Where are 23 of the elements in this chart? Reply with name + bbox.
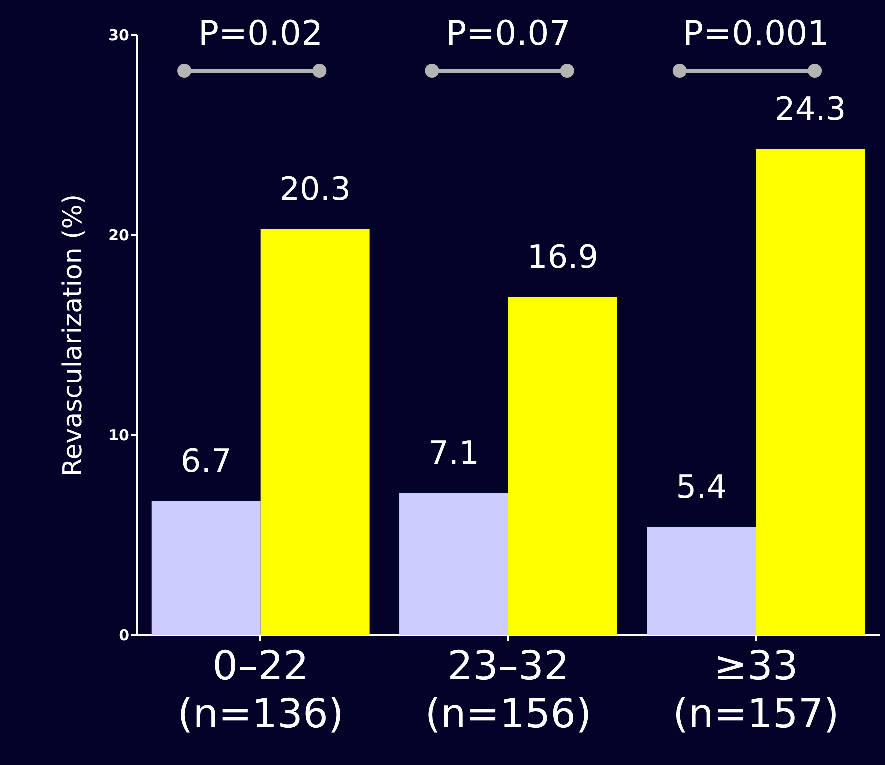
bar — [400, 493, 508, 635]
data-label: 6.7 — [180, 442, 232, 480]
bar — [756, 149, 866, 635]
data-label: 24.3 — [775, 90, 846, 128]
y-tick-label: 0 — [119, 626, 130, 644]
y-tick-label: 10 — [108, 426, 130, 444]
annotation: P=0.001 — [683, 14, 830, 54]
x-tick-label: ≥33 (n=157) — [672, 644, 840, 738]
bar — [260, 229, 370, 635]
x-tick-label: 0–22 (n=136) — [178, 644, 344, 738]
annotation: P=0.02 — [198, 14, 324, 54]
data-label: 20.3 — [280, 170, 351, 208]
bar — [647, 527, 756, 635]
x-tick-label: 23–32 (n=156) — [425, 644, 592, 738]
data-label: 16.9 — [527, 238, 599, 276]
y-tick-label: 20 — [108, 226, 130, 244]
bar — [508, 297, 618, 635]
y-axis-title: Revascularization (%) — [58, 194, 89, 477]
data-label: 5.4 — [676, 468, 728, 506]
data-label: 7.1 — [428, 434, 480, 472]
bar — [152, 501, 261, 635]
y-tick-label: 30 — [108, 26, 130, 44]
annotation: P=0.07 — [446, 14, 571, 54]
